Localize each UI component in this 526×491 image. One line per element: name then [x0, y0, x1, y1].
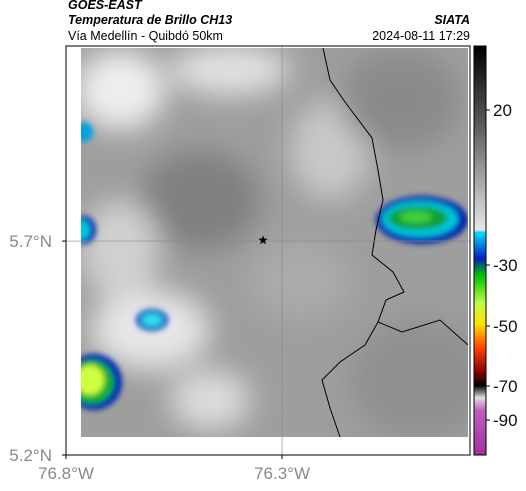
colorbar — [473, 45, 487, 456]
timestamp: 2024-08-11 17:29 — [372, 29, 470, 43]
colorbar-label: -90 — [493, 411, 518, 430]
borders — [321, 48, 468, 437]
imagery — [81, 48, 468, 437]
y-tick-label: 5.2°N — [9, 446, 52, 465]
x-tick-label: 76.8°W — [38, 464, 94, 483]
x-tick-label: 76.3°W — [254, 464, 310, 483]
brand: SIATA — [434, 13, 470, 27]
route: Vía Medellín - Quibdó 50km — [68, 29, 223, 43]
colorbar-label: -70 — [493, 377, 518, 396]
subtitle: Temperatura de Brillo CH13 — [68, 13, 232, 27]
colorbar-label: -30 — [493, 256, 518, 275]
colorbar-label: 20 — [493, 101, 512, 120]
title: GOES-EAST — [68, 0, 143, 12]
map-frame — [65, 45, 471, 456]
colorbar-label: -50 — [493, 317, 518, 336]
location-marker — [258, 235, 268, 245]
y-tick-label: 5.7°N — [9, 232, 52, 251]
